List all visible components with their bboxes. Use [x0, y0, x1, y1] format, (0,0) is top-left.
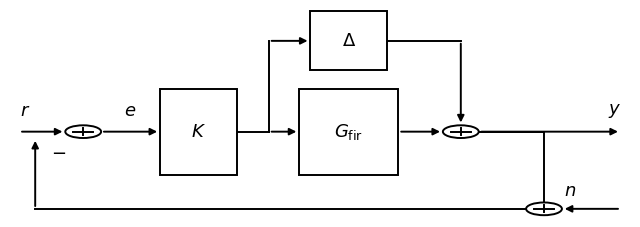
Text: $-$: $-$	[51, 143, 67, 161]
Text: $e$: $e$	[124, 102, 137, 120]
Text: $y$: $y$	[608, 102, 621, 120]
Circle shape	[65, 125, 101, 138]
Text: $\Delta$: $\Delta$	[342, 32, 356, 50]
Text: $K$: $K$	[191, 123, 206, 141]
Bar	[310, 11, 387, 70]
Bar	[300, 89, 399, 175]
Text: $r$: $r$	[20, 102, 31, 120]
Circle shape	[526, 202, 562, 215]
Circle shape	[443, 125, 479, 138]
Text: $n$: $n$	[563, 182, 576, 200]
Bar	[160, 89, 237, 175]
Text: $G_{\mathrm{fir}}$: $G_{\mathrm{fir}}$	[334, 122, 364, 142]
